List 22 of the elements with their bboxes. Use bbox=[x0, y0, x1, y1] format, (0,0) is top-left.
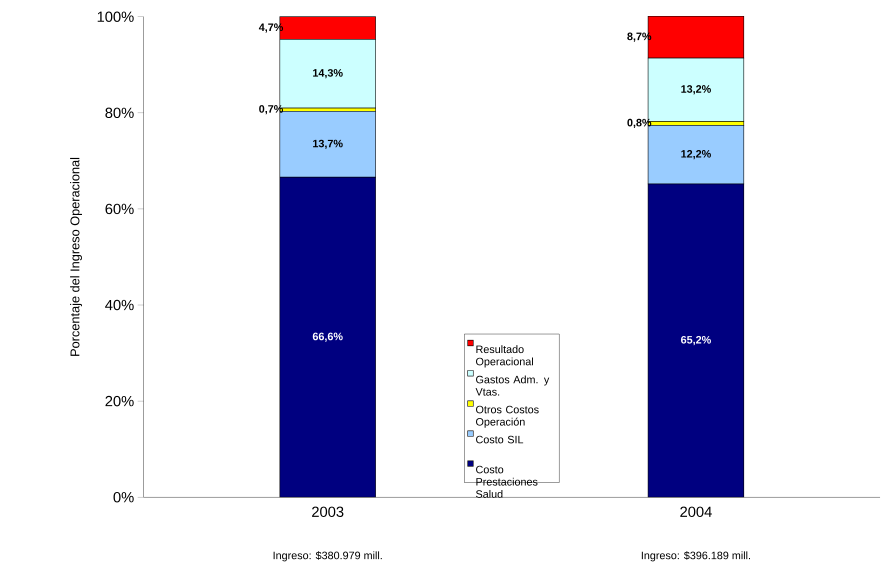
data-label: 12,2% bbox=[681, 150, 711, 160]
data-label: 13,2% bbox=[681, 85, 711, 94]
legend-label: Otros Costos Operación bbox=[476, 406, 539, 428]
data-label: 13,7% bbox=[313, 140, 343, 149]
y-axis-title: Porcentaje del Ingreso Operacional bbox=[70, 158, 82, 356]
y-tick-label: 0% bbox=[114, 492, 134, 502]
data-label: 14,3% bbox=[313, 69, 343, 78]
legend-label: Costo SIL bbox=[476, 436, 524, 444]
x-tick-label: 2003 bbox=[312, 506, 344, 517]
y-tick-label: 80% bbox=[105, 108, 134, 118]
y-tick-label: 40% bbox=[105, 300, 134, 310]
y-tick-label: 100% bbox=[98, 12, 134, 22]
data-label: 66,6% bbox=[312, 332, 343, 342]
y-tick-label: 20% bbox=[106, 396, 134, 406]
x-tick-label: 2004 bbox=[680, 506, 712, 517]
data-label: 65,2% bbox=[681, 336, 711, 346]
legend-label: Gastos Adm. y Vtas. bbox=[476, 375, 550, 396]
legend-label: Resultado Operacional bbox=[476, 345, 533, 368]
text: Ingreso: $396.189 mill. bbox=[642, 551, 750, 562]
legend-label: Costo Prestaciones Salud bbox=[476, 466, 538, 498]
text: Ingreso: $380.979 mill. bbox=[274, 551, 382, 562]
y-tick-label: 60% bbox=[106, 204, 134, 214]
